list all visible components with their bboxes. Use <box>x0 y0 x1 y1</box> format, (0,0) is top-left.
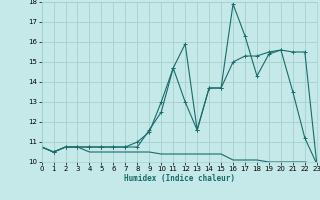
X-axis label: Humidex (Indice chaleur): Humidex (Indice chaleur) <box>124 174 235 183</box>
